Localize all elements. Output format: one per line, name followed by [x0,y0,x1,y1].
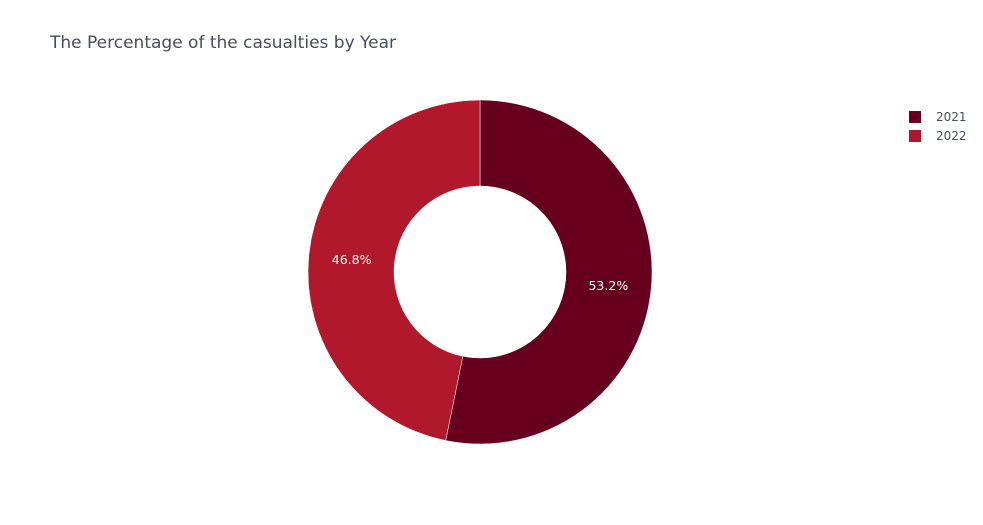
legend-item-2022[interactable]: 2022 [909,126,967,145]
slice-label-2022: 46.8% [332,252,372,267]
legend-item-2021[interactable]: 2021 [909,107,967,126]
slice-2021[interactable] [445,99,653,445]
legend-label-2021: 2021 [936,109,967,124]
legend-label-2022: 2022 [936,128,967,143]
legend-swatch-2021 [909,110,921,123]
legend-swatch-2022 [909,129,921,142]
slice-2022[interactable] [307,99,481,441]
legend[interactable]: 2021 2022 [909,107,967,145]
slice-label-2021: 53.2% [588,278,628,293]
chart-title: The Percentage of the casualties by Year [50,33,397,53]
